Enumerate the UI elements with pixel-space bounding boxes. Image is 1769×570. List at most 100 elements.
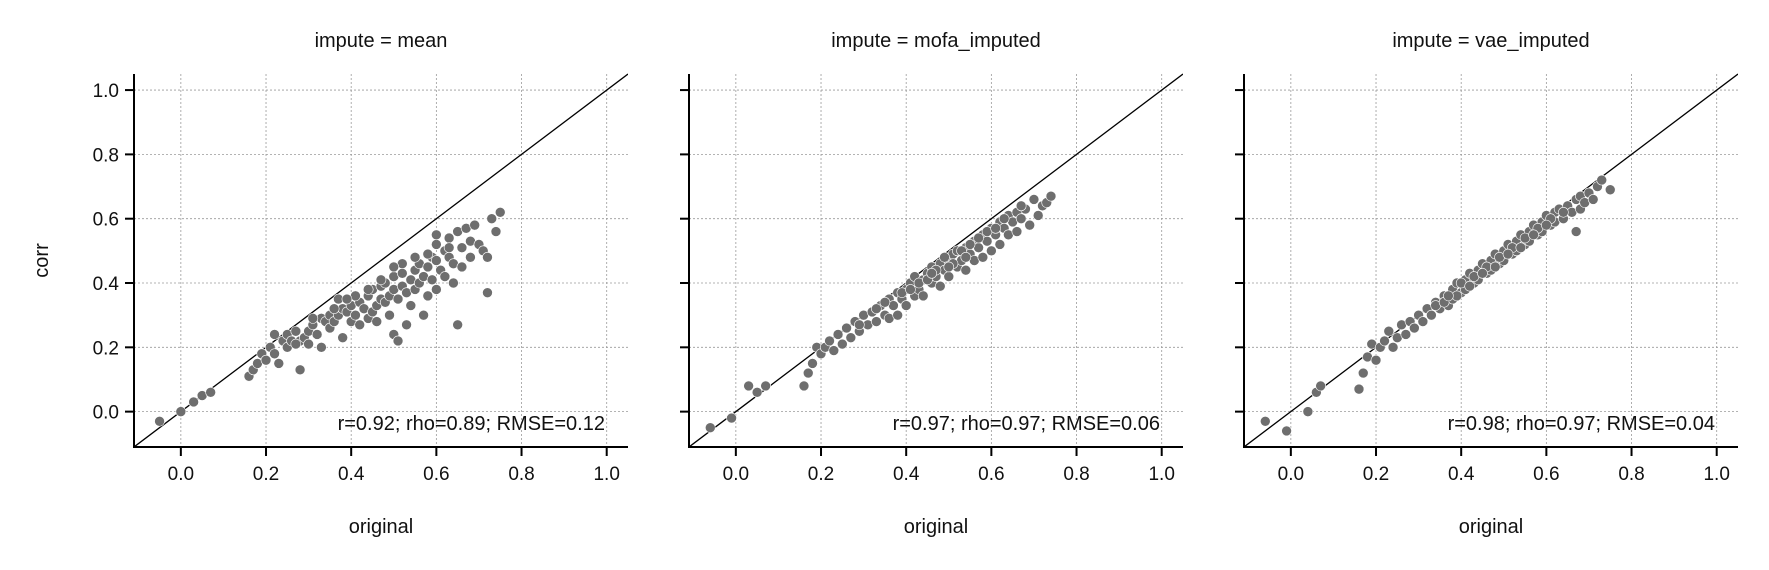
panel-title: impute = vae_imputed	[1392, 30, 1589, 52]
scatter-point	[354, 319, 366, 331]
x-axis-label: original	[349, 516, 413, 538]
scatter-point	[350, 309, 361, 321]
x-tick-label: 0.8	[1063, 464, 1089, 485]
panel-impute-mofa-imputed: 0.0 0.2 0.4 0.6 0.8 1.0 impute = mofa_imputedo…	[680, 30, 1183, 538]
scatter-point	[1604, 184, 1616, 196]
x-tick-label: 0.4	[893, 464, 920, 485]
scatter-point	[452, 319, 463, 331]
y-tick-label: 0.6	[93, 210, 119, 231]
scatter-point	[1464, 280, 1476, 292]
scatter-point	[290, 325, 302, 337]
stats-annotation: r=0.98; rho=0.97; RMSE=0.04	[1448, 413, 1715, 435]
scatter-point	[409, 251, 421, 263]
x-tick-label: 0.6	[1533, 464, 1559, 485]
scatter-point	[341, 293, 353, 305]
y-tick-label: 0.8	[93, 145, 119, 166]
x-tick-label: 0.2	[253, 464, 279, 485]
panel-impute-mean: 0.0 0.2 0.4 0.6 0.8 1.0 0.0 0.2 0.4 0.6 0.8 1.0 impu…	[31, 30, 628, 538]
scatter-point	[456, 242, 468, 253]
scatter-point	[375, 274, 387, 286]
scatter-point	[1379, 335, 1390, 347]
scatter-point	[431, 229, 442, 241]
scatter-point	[175, 406, 187, 417]
scatter-point	[1596, 174, 1608, 186]
scatter-point	[426, 274, 438, 286]
scatter-point	[1528, 229, 1539, 241]
scatter-point	[494, 206, 506, 218]
scatter-point	[1489, 261, 1501, 273]
scatter-point	[1015, 213, 1027, 224]
scatter-point	[205, 387, 216, 398]
y-tick-label: 0.0	[93, 403, 119, 424]
scatter-point	[1015, 200, 1027, 212]
scatter-point	[943, 271, 955, 282]
scatter-point	[1302, 406, 1314, 417]
scatter-point	[1558, 206, 1569, 218]
panel-title: impute = mofa_imputed	[831, 30, 1041, 52]
scatter-point	[1028, 194, 1040, 205]
scatter-point	[273, 358, 285, 369]
scatter-points	[1259, 174, 1616, 437]
scatter-point	[905, 284, 916, 295]
identity-reference-line	[134, 73, 628, 447]
scatter-point	[841, 322, 852, 334]
x-tick-label: 0.0	[723, 464, 749, 485]
x-tick-label: 0.2	[1363, 464, 1389, 485]
scatter-point	[998, 213, 1010, 224]
x-tick-label: 0.8	[508, 464, 534, 485]
scatter-point	[486, 213, 498, 224]
scatter-point	[824, 335, 835, 347]
scatter-point	[1259, 415, 1271, 427]
scatter-point	[405, 300, 417, 311]
scatter-point	[1515, 242, 1527, 253]
scatter-point	[490, 226, 502, 237]
scatter-point	[1383, 325, 1395, 337]
scatter-point	[1477, 268, 1488, 279]
scatter-point	[482, 251, 493, 263]
scatter-point	[1387, 342, 1399, 353]
scatter-point	[1281, 425, 1292, 437]
scatter-point	[1024, 219, 1035, 231]
scatter-point	[422, 290, 434, 302]
scatter-point	[401, 319, 412, 331]
stats-annotation: r=0.92; rho=0.89; RMSE=0.12	[338, 413, 605, 435]
scatter-point	[726, 412, 737, 424]
x-tick-label: 1.0	[1148, 464, 1174, 485]
y-tick-label: 1.0	[93, 81, 119, 102]
scatter-point	[311, 329, 323, 340]
scatter-point	[1443, 290, 1454, 302]
scatter-point	[269, 348, 280, 360]
scatter-point	[388, 261, 400, 273]
scatter-point	[1357, 367, 1369, 379]
scatter-point	[384, 309, 395, 321]
x-tick-label: 0.4	[1448, 464, 1475, 485]
scatter-point	[418, 309, 429, 321]
x-axis-label: original	[1459, 516, 1523, 538]
scatter-point	[371, 316, 383, 327]
scatter-point	[303, 338, 314, 350]
scatter-point	[828, 345, 840, 356]
panel-impute-vae-imputed: 0.0 0.2 0.4 0.6 0.8 1.0 impute = vae_imputedor…	[1235, 30, 1738, 538]
scatter-point	[465, 251, 476, 263]
scatter-point	[1426, 309, 1437, 321]
scatter-point	[439, 271, 451, 282]
scatter-point	[392, 335, 404, 347]
x-tick-label: 0.4	[338, 464, 365, 485]
scatter-point	[990, 223, 1001, 234]
scatter-point	[1032, 210, 1044, 221]
x-tick-label: 0.0	[1278, 464, 1304, 485]
scatter-point	[939, 251, 950, 263]
scatter-point	[443, 242, 455, 253]
scatter-point	[977, 251, 989, 263]
scatter-point	[871, 316, 882, 327]
x-axis-label: original	[904, 516, 968, 538]
scatter-point	[751, 387, 763, 398]
scatter-point	[431, 239, 442, 250]
scatter-point	[290, 338, 302, 350]
scatter-point	[994, 239, 1006, 250]
scatter-point	[1045, 190, 1057, 202]
scatter-point	[1370, 354, 1382, 366]
scatter-points	[704, 190, 1057, 434]
y-axis-label: corr	[31, 243, 53, 278]
scatter-point	[837, 338, 848, 350]
